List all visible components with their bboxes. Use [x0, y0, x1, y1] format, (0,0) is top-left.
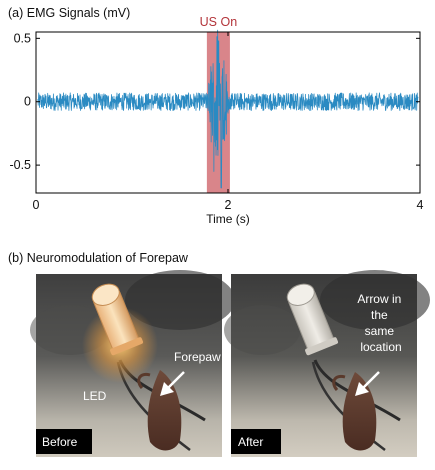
- x-axis-label: Time (s): [206, 212, 250, 226]
- emg-trace: [37, 29, 419, 189]
- emg-chart: US On 0 2 4 0.5 0 -0.5 Time (s): [9, 15, 423, 226]
- before-badge-text: Before: [42, 435, 78, 449]
- led-off-icon: [286, 283, 339, 356]
- after-badge: [231, 429, 281, 454]
- x-tick-label: 4: [417, 198, 424, 212]
- x-tick-label: 2: [225, 198, 232, 212]
- panel-a-caption: (a) EMG Signals (mV): [8, 6, 130, 20]
- after-photo: Arrow in the same location After: [224, 270, 430, 457]
- x-tick-label: 0: [33, 198, 40, 212]
- us-on-label: US On: [200, 15, 238, 29]
- led-label: LED: [83, 389, 107, 403]
- before-photo: Forepaw LED Before: [30, 270, 235, 457]
- before-badge: [36, 429, 92, 454]
- y-tick-label: 0: [24, 95, 31, 109]
- forepaw: [147, 370, 182, 451]
- chart-axes: 0 2 4 0.5 0 -0.5: [9, 31, 423, 212]
- y-tick-label: -0.5: [9, 158, 31, 172]
- forepaw-arrow-icon: [160, 371, 185, 396]
- forepaw-label: Forepaw: [174, 350, 221, 364]
- panel-b-caption: (b) Neuromodulation of Forepaw: [8, 251, 189, 265]
- after-badge-text: After: [238, 435, 263, 449]
- same-location-arrow-icon: [355, 371, 380, 396]
- led-icon: [91, 283, 144, 356]
- arrow-same-location-label: Arrow in the same location: [357, 292, 404, 354]
- y-tick-label: 0.5: [14, 31, 31, 45]
